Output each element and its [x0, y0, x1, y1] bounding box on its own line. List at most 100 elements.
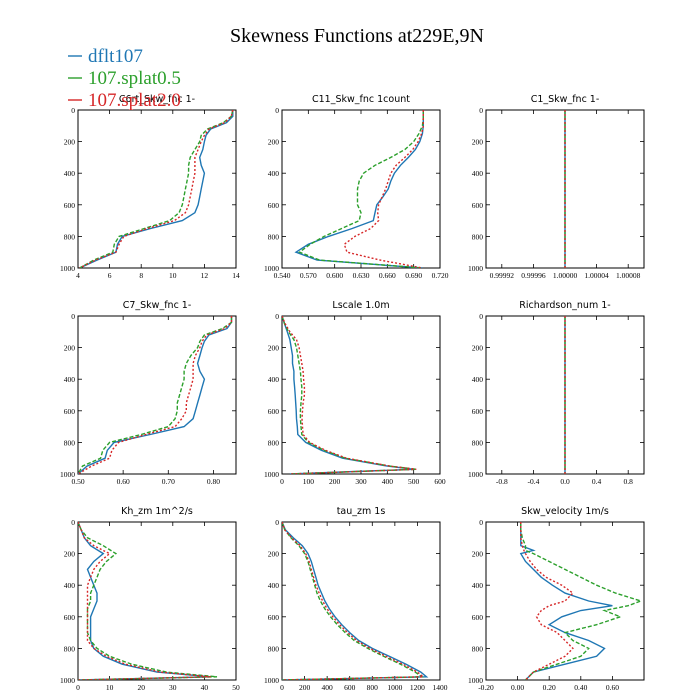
x-tick-label: 200: [299, 683, 311, 692]
y-tick-label: 400: [472, 581, 484, 590]
x-tick-label: 200: [329, 477, 341, 486]
y-tick-label: 200: [268, 344, 280, 353]
y-tick-label: 400: [268, 169, 280, 178]
chart-panel: Kh_zm 1m^2/s 0 10 20 30 40 50 0 200 400 600 800 1000: [60, 506, 240, 692]
x-tick-label: 30: [169, 683, 177, 692]
plot-frame: [485, 521, 645, 681]
y-tick-label: 600: [472, 613, 484, 622]
y-tick-label: 800: [268, 438, 280, 447]
x-tick-label: 0.4: [592, 477, 602, 486]
y-tick-label: 800: [472, 644, 484, 653]
x-tick-label: 6: [108, 271, 112, 280]
series-line-107-splat0-5: [298, 110, 424, 268]
x-tick-label: 8: [139, 271, 143, 280]
y-tick-label: 800: [472, 232, 484, 241]
x-tick-label: 0.0: [560, 477, 570, 486]
x-tick-label: 0.570: [300, 271, 317, 280]
chart-panel: C7_Skw_fnc 1- 0.50 0.60 0.70 0.80 0 200 400 600 8…: [60, 300, 237, 486]
y-tick-label: 800: [472, 438, 484, 447]
y-tick-label: 400: [268, 375, 280, 384]
series-line-107-splat2-0: [78, 316, 233, 474]
chart-panel: Skw_velocity 1m/s -0.20 0.00 0.20 0.40 0.60 0 2…: [468, 506, 645, 692]
chart-panel: tau_zm 1s 0 200 400 600 800 1000 1200 1400 0 200 40…: [264, 506, 448, 692]
y-tick-label: 0: [71, 518, 75, 527]
y-tick-label: 1000: [264, 264, 279, 273]
series-line-107-splat2-0: [343, 110, 424, 268]
y-tick-label: 0: [275, 518, 279, 527]
y-tick-label: 400: [472, 375, 484, 384]
x-tick-label: -0.8: [496, 477, 508, 486]
series-line-dflt107: [282, 316, 414, 474]
y-tick-label: 400: [268, 581, 280, 590]
y-tick-label: 800: [268, 232, 280, 241]
series-line-107-splat2-0: [520, 522, 574, 680]
x-tick-label: -0.4: [527, 477, 539, 486]
x-tick-label: 1.00000: [553, 271, 578, 280]
series-line-dflt107: [294, 110, 424, 268]
y-tick-label: 400: [472, 169, 484, 178]
y-tick-label: 200: [268, 138, 280, 147]
y-tick-label: 800: [64, 644, 76, 653]
panel-title: tau_zm 1s: [337, 506, 386, 517]
y-tick-label: 800: [64, 438, 76, 447]
y-tick-label: 200: [472, 344, 484, 353]
y-tick-label: 1000: [264, 676, 279, 685]
y-tick-label: 0: [275, 312, 279, 321]
series-line-107-splat2-0: [79, 110, 234, 268]
x-tick-label: 0: [280, 477, 284, 486]
y-tick-label: 600: [64, 613, 76, 622]
x-tick-label: 600: [434, 477, 446, 486]
plot-frame: [77, 315, 237, 475]
x-tick-label: 300: [355, 477, 367, 486]
chart-panel: C6rt_Skw_fnc 1- 4 6 8 10 12 14 0 200 400 600 800 100…: [60, 94, 240, 280]
panel-title: C7_Skw_fnc 1-: [123, 300, 192, 311]
plot-frame: [281, 315, 441, 475]
y-tick-label: 0: [275, 106, 279, 115]
y-tick-label: 400: [64, 169, 76, 178]
y-tick-label: 200: [64, 138, 76, 147]
x-tick-label: 1.00008: [616, 271, 641, 280]
x-tick-label: 0.50: [71, 477, 84, 486]
x-tick-label: 0.660: [379, 271, 396, 280]
y-tick-label: 0: [71, 312, 75, 321]
y-tick-label: 0: [71, 106, 75, 115]
y-tick-label: 800: [268, 644, 280, 653]
x-tick-label: 0.99992: [490, 271, 515, 280]
y-tick-label: 400: [64, 581, 76, 590]
legend-label: 107.splat2.0: [88, 90, 181, 111]
y-tick-label: 600: [64, 407, 76, 416]
x-tick-label: 0.60: [606, 683, 619, 692]
legend-label: 107.splat0.5: [88, 68, 181, 89]
x-tick-label: 0.80: [207, 477, 220, 486]
x-tick-label: 0.00: [511, 683, 524, 692]
y-tick-label: 1000: [468, 470, 483, 479]
panel-grid: C6rt_Skw_fnc 1-4 6 8 10 12 140200400600800100…: [60, 94, 645, 692]
series-line-107-splat0-5: [520, 522, 643, 680]
panel-title: C6rt_Skw_fnc 1-: [119, 94, 195, 105]
plot-frame: [281, 109, 441, 269]
y-tick-label: 600: [472, 407, 484, 416]
x-tick-label: 40: [201, 683, 209, 692]
y-tick-label: 1000: [468, 264, 483, 273]
y-tick-label: 600: [268, 201, 280, 210]
x-tick-label: 14: [232, 271, 240, 280]
chart-panel: C11_Skw_fnc 1count 0.540 0.570 0.600 0.630 0.…: [264, 94, 449, 280]
series-line-dflt107: [519, 522, 613, 680]
y-tick-label: 200: [64, 344, 76, 353]
x-tick-label: 0.20: [543, 683, 556, 692]
x-tick-label: 1400: [433, 683, 448, 692]
y-tick-label: 800: [64, 232, 76, 241]
y-tick-label: 1000: [468, 676, 483, 685]
x-tick-label: 400: [322, 683, 334, 692]
x-tick-label: 0.720: [432, 271, 449, 280]
y-tick-label: 600: [268, 407, 280, 416]
x-tick-label: 0.99996: [521, 271, 546, 280]
x-tick-label: 400: [382, 477, 394, 486]
y-tick-label: 600: [472, 201, 484, 210]
x-tick-label: 10: [169, 271, 177, 280]
y-tick-label: 0: [479, 312, 483, 321]
y-tick-label: 200: [268, 550, 280, 559]
x-tick-label: 0.630: [353, 271, 370, 280]
series-line-107-splat0-5: [79, 110, 234, 268]
